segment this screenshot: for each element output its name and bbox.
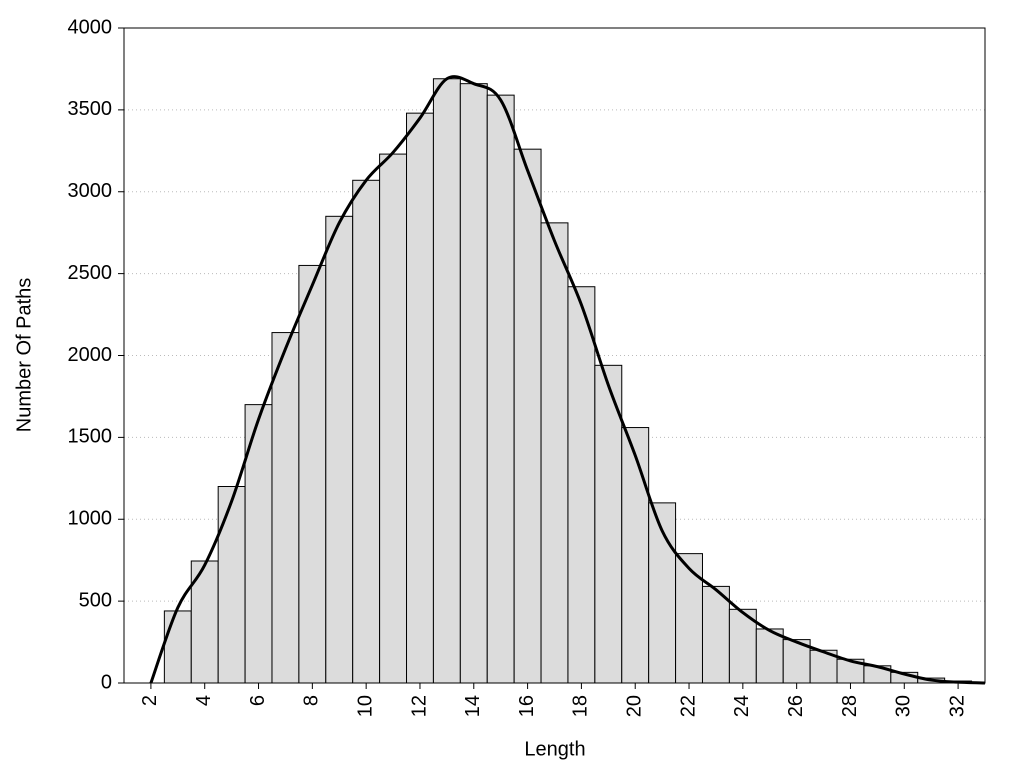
bar [379, 153, 408, 684]
bar [755, 628, 784, 684]
x-tick-label: 10 [354, 695, 376, 717]
x-tick-label: 8 [301, 695, 323, 706]
bar [701, 585, 730, 684]
x-tick-label: 16 [516, 695, 538, 717]
y-tick-label: 3000 [68, 180, 113, 202]
x-tick-label: 12 [408, 695, 430, 717]
x-tick-label: 18 [570, 695, 592, 717]
bar [432, 78, 461, 684]
bar [217, 486, 246, 684]
x-tick-label: 24 [731, 695, 753, 717]
bar [163, 610, 192, 684]
bar [782, 639, 811, 684]
y-tick-label: 3500 [68, 98, 113, 120]
x-tick-label: 4 [193, 695, 215, 706]
x-tick-label: 28 [839, 695, 861, 717]
bar [325, 215, 354, 684]
bar [352, 179, 381, 684]
y-tick-label: 1000 [68, 508, 113, 530]
bar [459, 83, 488, 684]
x-tick-label: 26 [785, 695, 807, 717]
x-axis-label: Length [524, 738, 585, 760]
x-tick-label: 20 [624, 695, 646, 717]
y-tick-label: 1500 [68, 426, 113, 448]
bar [271, 332, 300, 684]
y-tick-label: 2500 [68, 262, 113, 284]
bar [298, 264, 327, 684]
x-tick-label: 22 [677, 695, 699, 717]
y-tick-label: 0 [101, 671, 112, 693]
y-tick-label: 2000 [68, 344, 113, 366]
density-curve [149, 75, 986, 685]
x-tick-label: 30 [893, 695, 915, 717]
bar [675, 553, 703, 684]
x-tick-label: 14 [462, 695, 484, 717]
x-tick-label: 32 [946, 695, 968, 717]
bar [621, 427, 650, 684]
bar [406, 112, 434, 684]
bar [540, 222, 569, 684]
y-tick-label: 500 [79, 589, 112, 611]
y-axis-label: Number Of Paths [13, 278, 35, 433]
bar [513, 148, 542, 684]
x-tick-label: 2 [139, 695, 161, 706]
x-tick-label: 6 [247, 695, 269, 706]
y-tick-label: 4000 [68, 16, 113, 38]
plot-frame [123, 27, 986, 684]
bar [486, 94, 515, 684]
bar [567, 286, 596, 684]
